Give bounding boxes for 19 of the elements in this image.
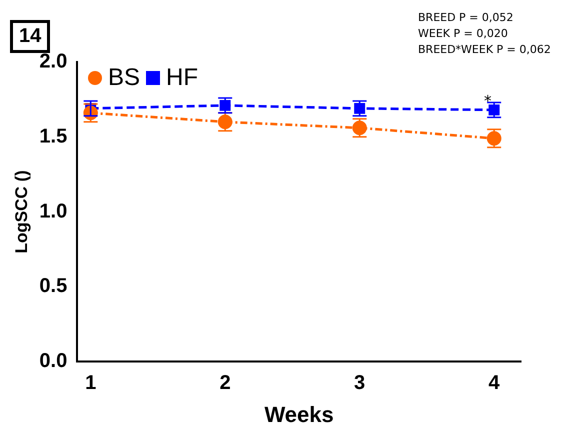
x-tick-label: 2 [220,372,231,394]
x-tick-label: 4 [488,372,501,394]
text: BREED*WEEK P = 0,062 [418,42,551,58]
y-tick-label: 0.5 [39,275,68,298]
legend-label: HF [166,64,198,92]
y-tick-label: 0.0 [39,350,68,372]
annotation: * [484,92,492,110]
y-axis-title: LogSCC () [12,170,31,254]
text: 14 [19,25,42,47]
x-axis-title: Weeks [264,402,334,427]
x-tick-label: 1 [85,372,96,394]
y-tick-label: 1.0 [39,200,68,222]
point [217,97,233,114]
y-tick-label: 1.5 [39,125,68,148]
text: BREED P = 0,052 [418,10,514,26]
y-tick-label: 2.0 [39,50,68,73]
legend-label: BS [108,64,140,92]
x-tick-label: 3 [354,372,366,394]
text: WEEK P = 0,020 [418,26,509,42]
